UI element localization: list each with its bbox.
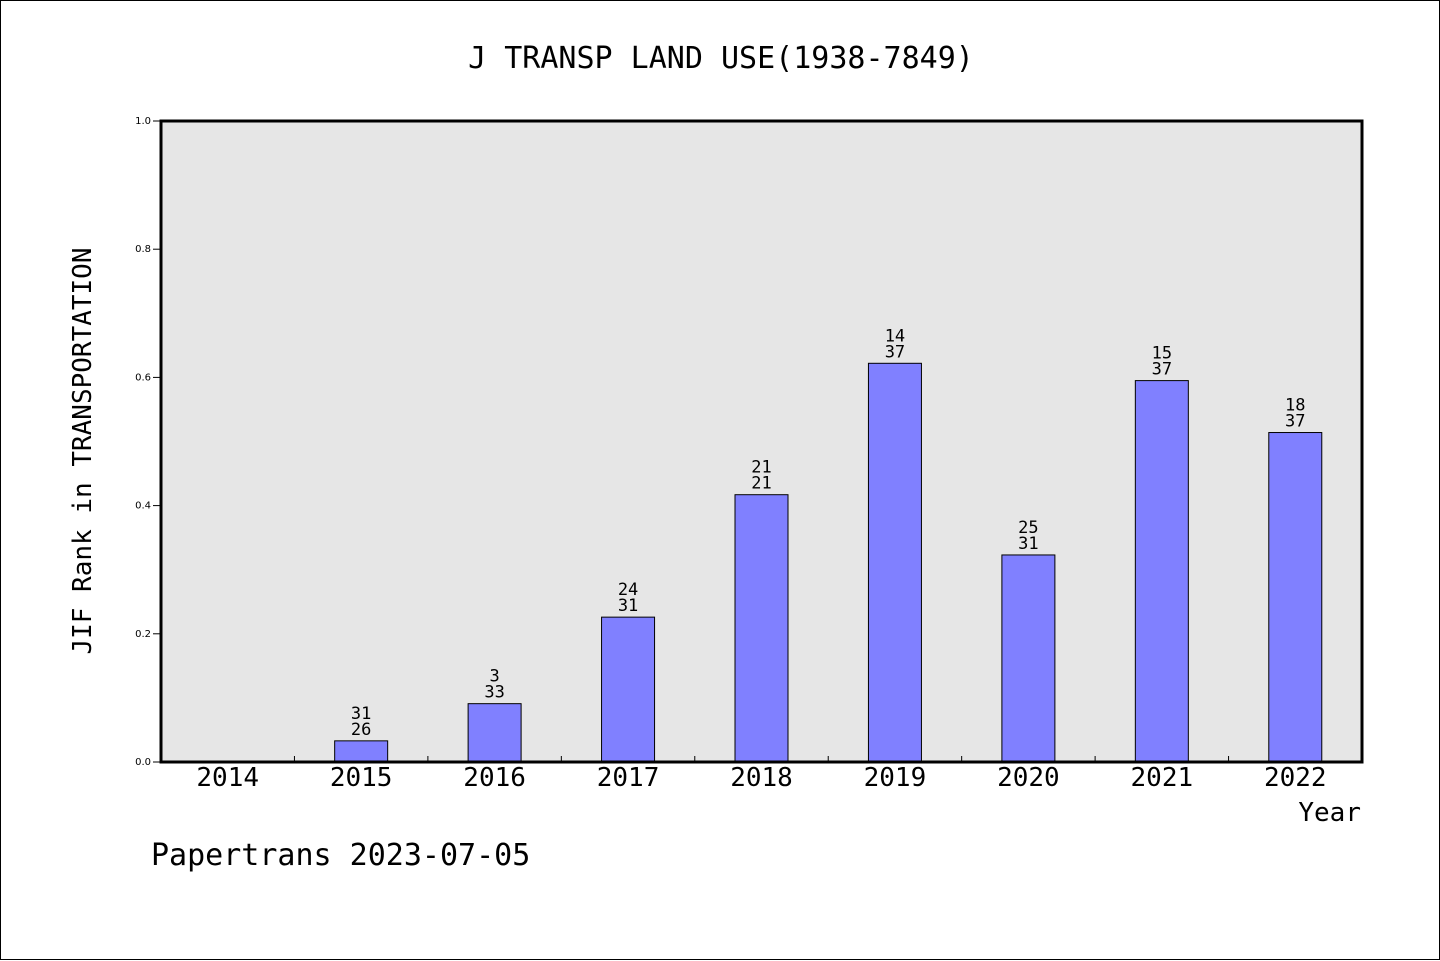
bars-group <box>334 362 1323 763</box>
x-tick-label-2017: 2017 <box>597 763 660 793</box>
y-axis: 0.0 0.2 0.4 0.6 0.8 1.0 <box>135 116 161 768</box>
bar-label-bottom-2020: 31 <box>1018 534 1038 554</box>
bar-label-bottom-2015: 26 <box>351 720 371 740</box>
bar-label-top-2020: 25 <box>1018 518 1038 538</box>
bar-label-bottom-2017: 31 <box>618 596 638 616</box>
plot-border <box>159 119 1364 764</box>
y-tick-label-5: 1.0 <box>135 116 151 127</box>
x-tick-label-2021: 2021 <box>1131 763 1194 793</box>
y-tick-label-1: 0.2 <box>135 629 151 640</box>
bar-2022 <box>1268 432 1323 763</box>
bar-label-top-2021: 15 <box>1152 344 1172 364</box>
footer-credit: Papertrans 2023-07-05 <box>151 838 530 873</box>
x-axis: 2014 2015 2016 2017 2018 2019 2020 2021 2022 <box>196 756 1327 793</box>
x-tick-label-2015: 2015 <box>330 763 393 793</box>
x-axis-label: Year <box>1298 798 1361 828</box>
bar-2018 <box>734 494 789 763</box>
y-tick-label-2: 0.4 <box>135 501 151 512</box>
y-tick-label-0: 0.0 <box>135 757 151 768</box>
bar-label-bottom-2019: 37 <box>885 342 905 362</box>
bar-2019 <box>867 362 922 763</box>
bar-2020 <box>1001 554 1056 763</box>
chart-title: J TRANSP LAND USE(1938-7849) <box>468 41 974 76</box>
bar-2016 <box>467 703 522 763</box>
x-tick-label-2016: 2016 <box>463 763 526 793</box>
y-tick-label-4: 0.8 <box>135 244 151 255</box>
x-tick-label-2014: 2014 <box>196 763 259 793</box>
x-tick-label-2022: 2022 <box>1264 763 1327 793</box>
y-axis-label: JIF Rank in TRANSPORTATION <box>68 248 98 655</box>
bar-label-bottom-2021: 37 <box>1152 360 1172 380</box>
bar-label-top-2022: 18 <box>1285 396 1305 416</box>
bar-label-bottom-2016: 33 <box>484 683 504 703</box>
bar-2021 <box>1134 380 1189 763</box>
bar-label-top-2015: 31 <box>351 704 371 724</box>
bar-label-top-2017: 24 <box>618 580 638 600</box>
x-tick-label-2020: 2020 <box>997 763 1060 793</box>
bar-2015 <box>334 740 389 763</box>
bar-label-bottom-2018: 21 <box>751 474 771 494</box>
y-tick-label-3: 0.6 <box>135 372 151 383</box>
bar-label-top-2018: 21 <box>751 458 771 478</box>
bar-2017 <box>601 616 656 763</box>
bar-label-top-2019: 14 <box>885 326 905 346</box>
bar-label-top-2016: 3 <box>489 667 499 687</box>
bar-label-bottom-2022: 37 <box>1285 412 1305 432</box>
x-tick-label-2019: 2019 <box>864 763 927 793</box>
x-tick-label-2018: 2018 <box>730 763 793 793</box>
